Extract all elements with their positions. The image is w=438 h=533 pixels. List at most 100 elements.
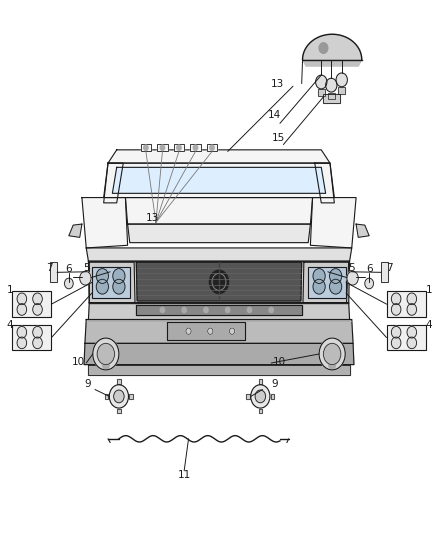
Circle shape: [160, 308, 165, 313]
Bar: [318, 90, 325, 96]
Circle shape: [407, 337, 417, 349]
Text: 9: 9: [271, 379, 278, 389]
Circle shape: [80, 271, 91, 285]
Bar: [12, 325, 51, 350]
Bar: [387, 325, 426, 350]
Bar: [387, 292, 426, 317]
Polygon shape: [127, 224, 311, 243]
Bar: [105, 394, 109, 399]
Bar: [105, 394, 109, 399]
Circle shape: [33, 326, 42, 338]
Bar: [323, 94, 340, 103]
Circle shape: [177, 145, 181, 150]
Bar: [271, 394, 274, 399]
Bar: [318, 90, 325, 96]
Circle shape: [17, 304, 27, 316]
Polygon shape: [311, 198, 356, 248]
Bar: [308, 266, 346, 298]
Bar: [328, 93, 335, 99]
Circle shape: [325, 78, 337, 92]
Circle shape: [33, 293, 42, 305]
Circle shape: [329, 279, 342, 294]
Bar: [12, 292, 51, 317]
Bar: [258, 409, 262, 414]
Circle shape: [33, 304, 42, 316]
Circle shape: [226, 308, 230, 313]
Text: 5: 5: [348, 263, 355, 272]
Polygon shape: [303, 262, 349, 303]
Text: 1: 1: [425, 285, 432, 295]
Circle shape: [96, 269, 109, 284]
Circle shape: [113, 279, 125, 294]
Polygon shape: [303, 34, 362, 60]
Circle shape: [328, 360, 336, 369]
Circle shape: [33, 337, 42, 349]
Text: 10: 10: [72, 357, 85, 367]
Bar: [207, 144, 217, 151]
Text: 6: 6: [366, 264, 372, 274]
Polygon shape: [136, 262, 302, 301]
Bar: [117, 409, 120, 414]
Circle shape: [319, 43, 328, 53]
Circle shape: [186, 328, 191, 334]
Circle shape: [316, 75, 327, 89]
Polygon shape: [88, 365, 350, 375]
Bar: [190, 144, 201, 151]
Circle shape: [391, 304, 401, 316]
Polygon shape: [315, 163, 334, 203]
Bar: [258, 379, 262, 384]
Circle shape: [64, 278, 73, 289]
Bar: [381, 262, 388, 282]
Polygon shape: [86, 248, 352, 261]
Polygon shape: [84, 343, 354, 365]
Circle shape: [319, 338, 345, 370]
Bar: [141, 144, 151, 151]
Circle shape: [313, 279, 325, 294]
Polygon shape: [125, 198, 313, 224]
Bar: [50, 262, 57, 282]
Polygon shape: [85, 319, 353, 343]
Polygon shape: [82, 198, 127, 248]
Circle shape: [391, 293, 401, 305]
Circle shape: [193, 145, 198, 150]
Bar: [271, 394, 274, 399]
Bar: [141, 144, 151, 151]
Text: 14: 14: [268, 110, 281, 120]
Circle shape: [255, 390, 265, 403]
Circle shape: [407, 304, 417, 316]
Polygon shape: [303, 60, 362, 66]
Text: 15: 15: [272, 133, 285, 143]
Polygon shape: [69, 224, 82, 237]
Bar: [328, 93, 335, 99]
Circle shape: [96, 279, 109, 294]
Circle shape: [269, 308, 273, 313]
Circle shape: [329, 269, 342, 284]
Circle shape: [110, 385, 128, 408]
Circle shape: [323, 343, 341, 365]
Bar: [387, 325, 426, 350]
Polygon shape: [136, 305, 302, 316]
Polygon shape: [167, 322, 245, 340]
Circle shape: [144, 145, 148, 150]
Text: 13: 13: [271, 78, 284, 88]
Circle shape: [204, 308, 208, 313]
Bar: [92, 266, 130, 298]
Polygon shape: [88, 303, 350, 319]
Bar: [12, 325, 51, 350]
Polygon shape: [104, 163, 123, 203]
Bar: [50, 262, 57, 282]
Text: 7: 7: [386, 263, 393, 272]
Bar: [258, 409, 262, 414]
Bar: [308, 266, 346, 298]
Circle shape: [97, 343, 115, 365]
Circle shape: [160, 145, 165, 150]
Bar: [174, 144, 184, 151]
Bar: [247, 394, 250, 399]
Polygon shape: [89, 262, 135, 303]
Bar: [387, 292, 426, 317]
Bar: [381, 262, 388, 282]
Polygon shape: [356, 224, 369, 237]
Circle shape: [102, 360, 110, 369]
Circle shape: [251, 385, 270, 408]
Circle shape: [17, 293, 27, 305]
